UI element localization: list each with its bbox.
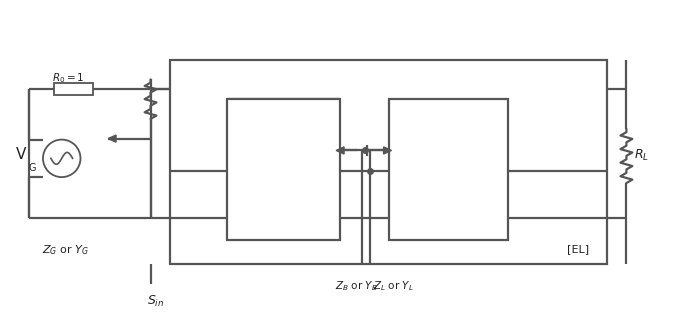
Text: $Z_B$ or $Y_B$: $Z_B$ or $Y_B$ [335,279,378,293]
Text: [EL]: [EL] [567,244,589,254]
Bar [227,99,340,240]
Text: E: E [276,158,291,182]
Text: +: + [59,141,69,154]
Text: $R_L$: $R_L$ [634,148,649,163]
Circle shape [43,140,80,177]
Text: $R_0=1$: $R_0=1$ [52,72,84,85]
Polygon shape [384,147,392,154]
Bar [170,60,607,264]
Text: V: V [16,147,27,162]
Text: $Z_L$ or $Y_L$: $Z_L$ or $Y_L$ [373,279,413,293]
Text: L: L [442,158,456,182]
Text: $Z_G$ or $Y_G$: $Z_G$ or $Y_G$ [42,243,89,257]
Bar [54,83,94,95]
Polygon shape [108,135,116,142]
Text: G: G [28,163,36,173]
Bar [389,99,508,240]
Text: $S_{in}$: $S_{in}$ [147,294,164,309]
Polygon shape [336,147,344,154]
